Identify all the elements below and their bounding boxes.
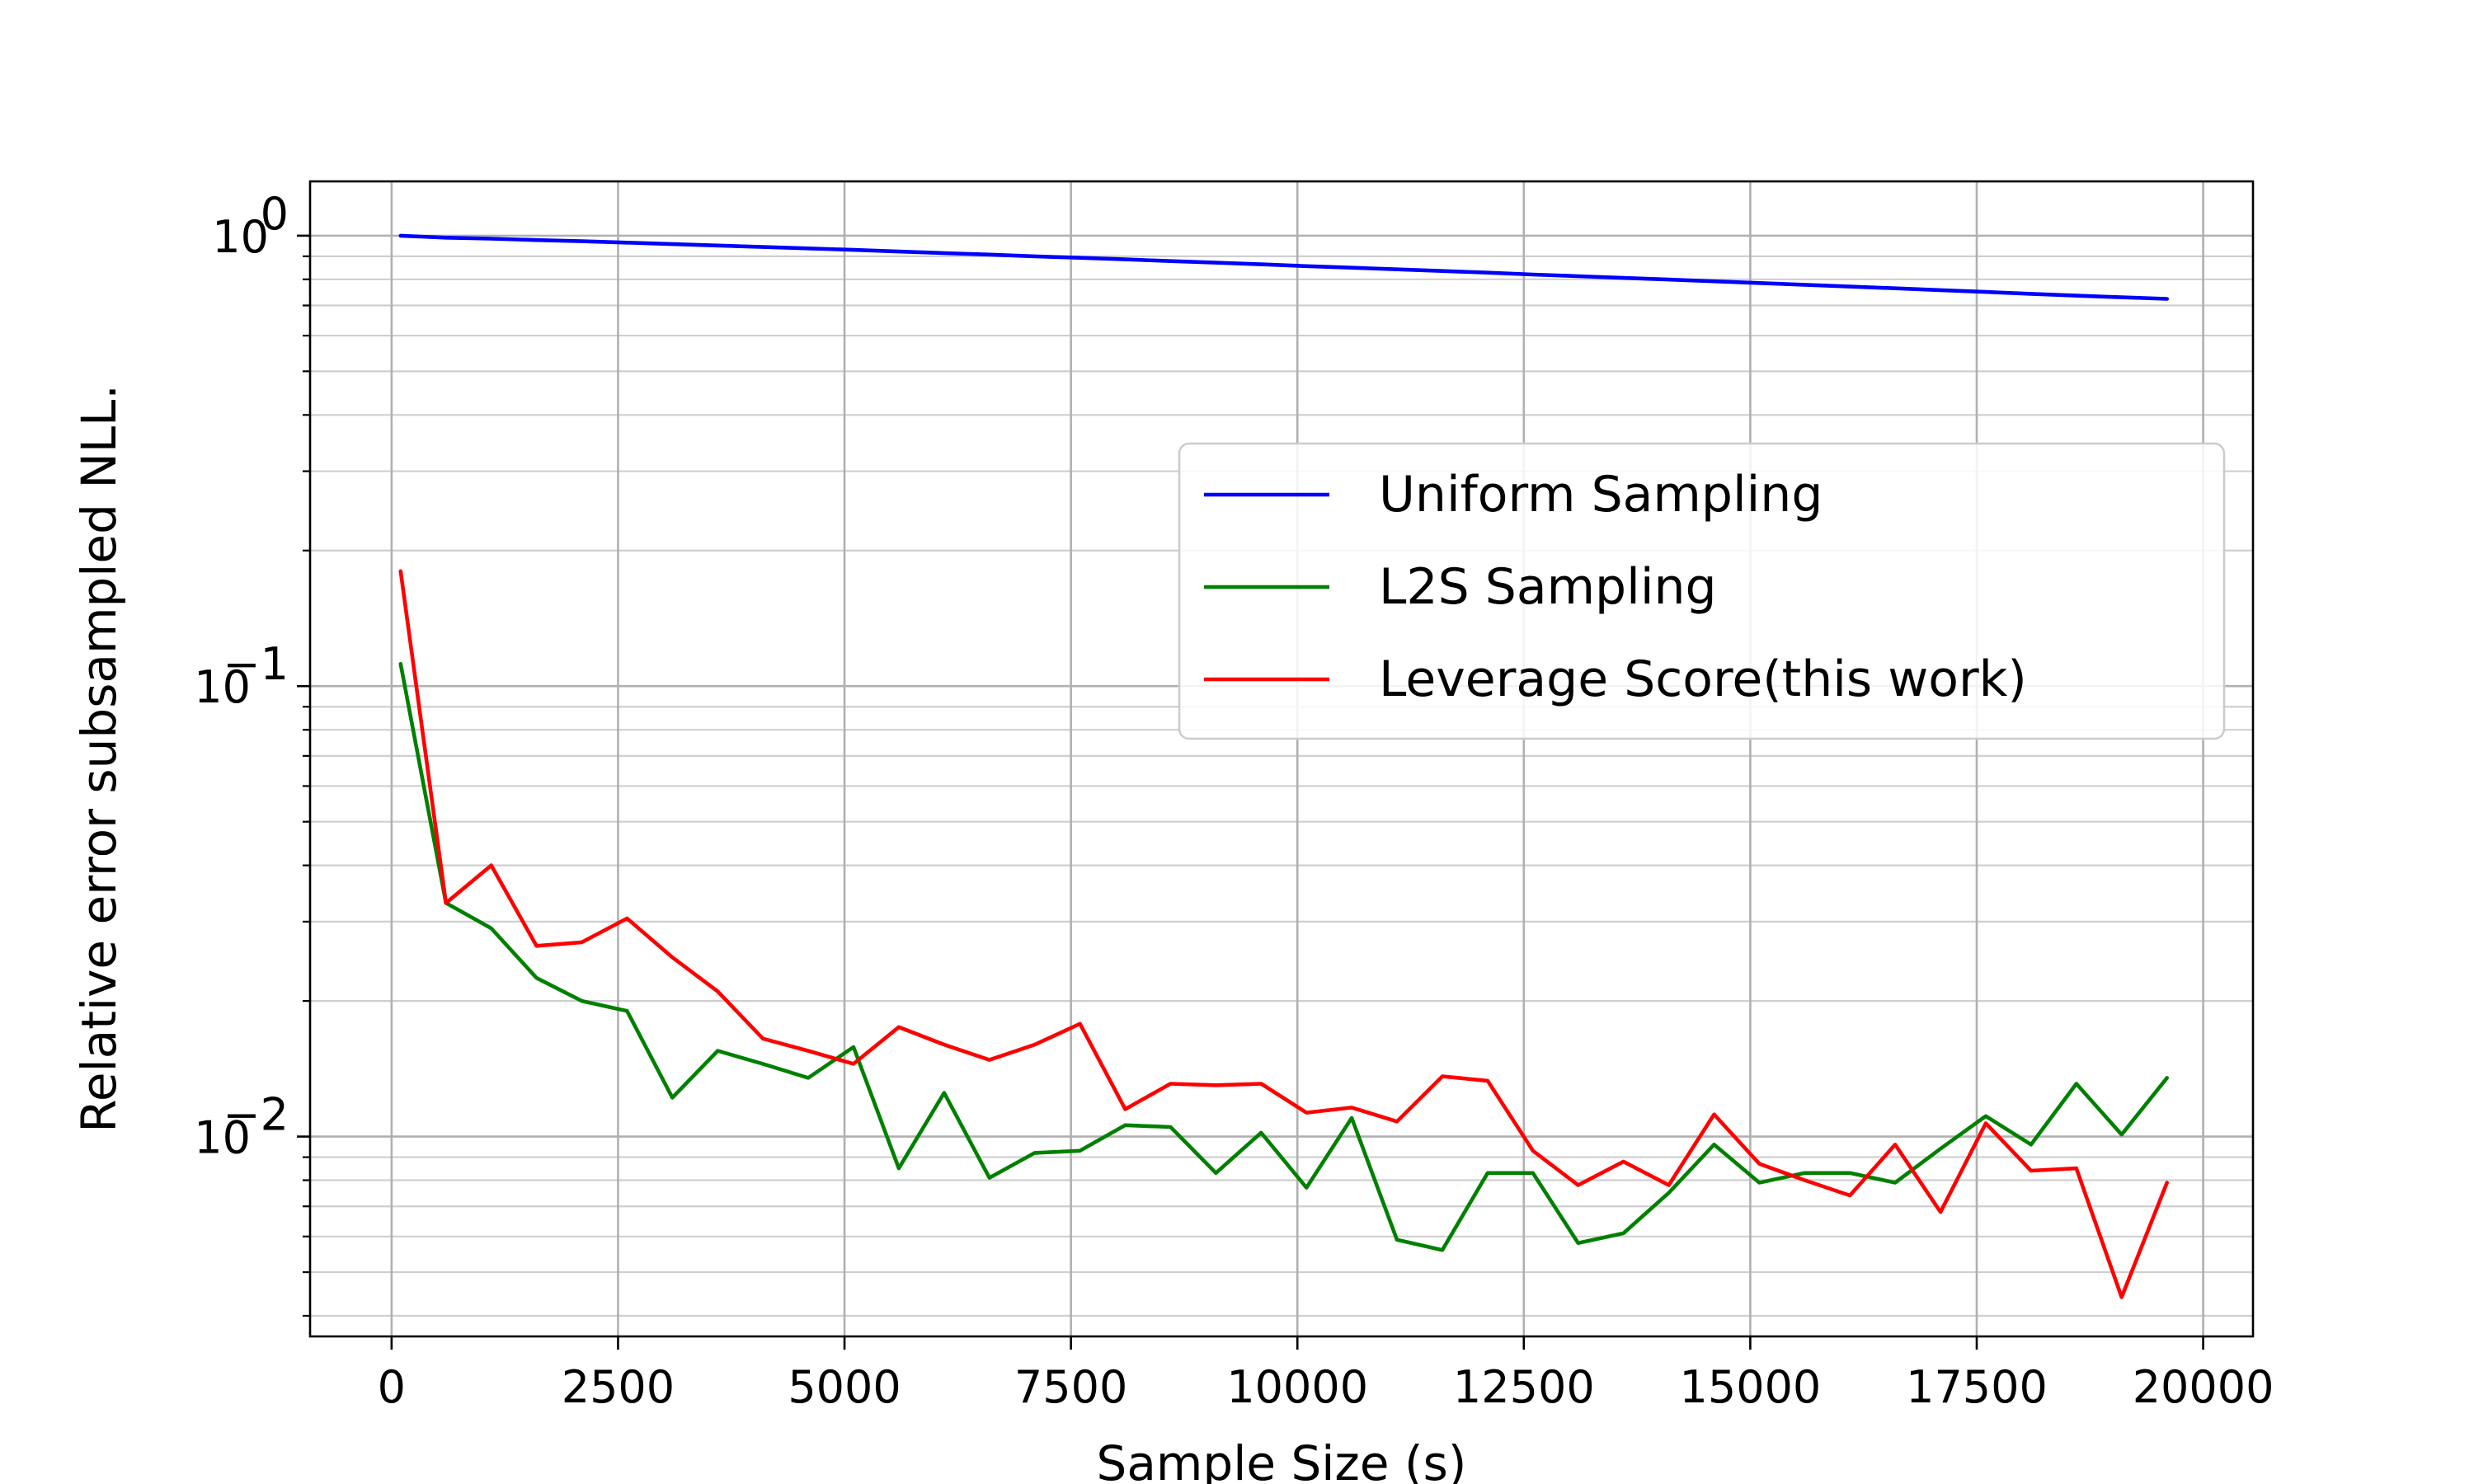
y-tick-label: 10 bbox=[212, 211, 269, 263]
series-line-l2s bbox=[398, 661, 2169, 1252]
y-tick-label: 10 bbox=[194, 661, 251, 713]
legend-box bbox=[1178, 442, 2226, 740]
legend-entry-l2s: L2S Sampling bbox=[1379, 558, 1717, 616]
y-tick-label: 10 bbox=[194, 1112, 251, 1164]
x-tick-label: 12500 bbox=[1453, 1361, 1595, 1413]
series-layer bbox=[398, 233, 2169, 1299]
x-axis-label: Sample Size (s) bbox=[1097, 1435, 1467, 1484]
legend: Uniform Sampling L2S Sampling Leverage S… bbox=[1178, 442, 2226, 740]
x-tick-label: 7500 bbox=[1014, 1361, 1127, 1413]
grid bbox=[310, 181, 2253, 1336]
y-tick-exponent: 0 bbox=[261, 188, 289, 240]
series-line-uniform bbox=[398, 233, 2169, 301]
x-tick-label: 2500 bbox=[562, 1361, 675, 1413]
x-tick-label: 17500 bbox=[1906, 1361, 2048, 1413]
legend-entry-uniform: Uniform Sampling bbox=[1379, 466, 1823, 524]
y-axis-label: Relative error subsampled NLL. bbox=[71, 384, 127, 1133]
y-tick-exponent: −1 bbox=[223, 638, 289, 690]
x-tick-label: 20000 bbox=[2133, 1361, 2274, 1413]
plot-frame bbox=[308, 180, 2255, 1338]
legend-entry-leverage: Leverage Score(this work) bbox=[1379, 650, 2027, 708]
x-axis-ticks: 0 2500 5000 7500 10000 12500 15000 17500 20000 bbox=[378, 1336, 2274, 1413]
x-tick-label: 15000 bbox=[1680, 1361, 1822, 1413]
y-tick-exponent: −2 bbox=[223, 1089, 289, 1141]
x-tick-label: 5000 bbox=[788, 1361, 901, 1413]
x-tick-label: 10000 bbox=[1226, 1361, 1368, 1413]
x-tick-label: 0 bbox=[378, 1361, 406, 1413]
series-line-leverage bbox=[398, 569, 2169, 1299]
